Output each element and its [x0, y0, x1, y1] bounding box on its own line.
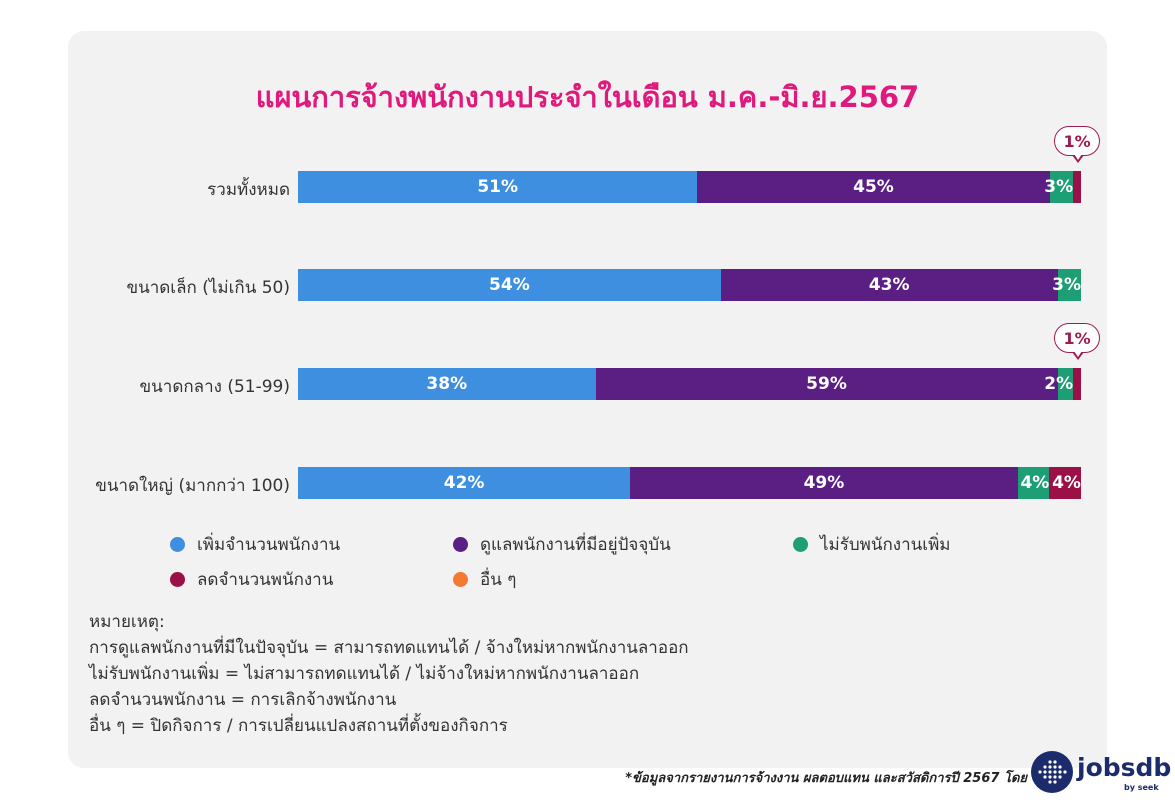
bar-segment: 4%	[1049, 467, 1081, 499]
category-label: ขนาดกลาง (51-99)	[139, 377, 290, 397]
bar-row: 54% 43% 3%	[298, 269, 1081, 301]
legend-label: ไม่รับพนักงานเพิ่ม	[820, 535, 951, 555]
bar-value-label: 45%	[853, 177, 894, 197]
legend-item: ดูแลพนักงานที่มีอยู่ปัจจุบัน	[453, 531, 671, 558]
notes-heading: หมายเหตุ:	[89, 612, 165, 632]
callout-label: 1%	[1054, 323, 1101, 360]
legend-swatch	[793, 537, 808, 552]
notes-line: ไม่รับพนักงานเพิ่ม = ไม่สามารถทดแทนได้ /…	[89, 664, 640, 684]
notes-line: ลดจำนวนพนักงาน = การเลิกจ้างพนักงาน	[89, 690, 397, 710]
legend-swatch	[170, 537, 185, 552]
bar-segment: 49%	[630, 467, 1018, 499]
bar-value-label: 51%	[477, 177, 519, 197]
bar-value-label: 4%	[1020, 473, 1050, 493]
legend-item: เพิ่มจำนวนพนักงาน	[170, 531, 340, 558]
bar-segment: 3%	[1044, 171, 1074, 203]
bar-value-label: 2%	[1044, 374, 1074, 394]
bar-value-label: 3%	[1052, 275, 1081, 295]
brand-name: jobsdb	[1077, 753, 1172, 782]
chart-title: แผนการจ้างพนักงานประจำในเดือน ม.ค.-มิ.ย.…	[255, 80, 920, 114]
bar-segment: 54%	[298, 269, 721, 301]
bar-value-label: 59%	[806, 374, 847, 394]
jobsdb-logo-icon	[1031, 751, 1073, 793]
legend-swatch	[453, 572, 468, 587]
source-note: *ข้อมูลจากรายงานการจ้างงาน ผลตอบแทน และส…	[625, 771, 1027, 786]
bar-segment: 59%	[595, 368, 1058, 400]
bar-segment	[1073, 171, 1081, 203]
legend-label: ดูแลพนักงานที่มีอยู่ปัจจุบัน	[480, 535, 671, 555]
legend-label: เพิ่มจำนวนพนักงาน	[197, 535, 341, 555]
legend-swatch	[453, 537, 468, 552]
legend-swatch	[170, 572, 185, 587]
bar-value-label: 38%	[426, 374, 468, 394]
legend-item: อื่น ๆ	[453, 566, 516, 593]
brand-sub: by seek	[1124, 783, 1159, 792]
bar-segment: 42%	[298, 467, 631, 499]
bar-value-label: 49%	[803, 473, 845, 493]
bar-segment: 51%	[298, 171, 698, 203]
bar-segment: 45%	[697, 171, 1050, 203]
notes-line: อื่น ๆ = ปิดกิจการ / การเปลี่ยนแปลงสถานท…	[89, 716, 508, 736]
bar-segment: 38%	[298, 368, 596, 400]
bar-row: 42% 49% 4% 4%	[298, 467, 1081, 499]
callout-label: 1%	[1054, 126, 1101, 163]
notes-line: การดูแลพนักงานที่มีในปัจจุบัน = สามารถทด…	[89, 638, 689, 658]
notes: หมายเหตุ: การดูแลพนักงานที่มีในปัจจุบัน …	[89, 609, 689, 739]
bar-row: 38% 59% 2%	[298, 368, 1081, 400]
category-label: ขนาดเล็ก (ไม่เกิน 50)	[126, 278, 290, 298]
bar-segment: 4%	[1017, 467, 1050, 499]
bar-segment: 3%	[1052, 269, 1081, 301]
bar-value-label: 43%	[868, 275, 910, 295]
legend-item: ลดจำนวนพนักงาน	[170, 566, 333, 593]
legend-label: อื่น ๆ	[480, 570, 517, 590]
bar-segment	[1073, 368, 1081, 400]
legend-label: ลดจำนวนพนักงาน	[197, 570, 334, 590]
bar-value-label: 3%	[1044, 177, 1074, 197]
bar-value-label: 42%	[443, 473, 485, 493]
bar-segment: 2%	[1044, 368, 1074, 400]
category-label: ขนาดใหญ่ (มากกว่า 100)	[95, 476, 290, 496]
bar-segment: 43%	[720, 269, 1058, 301]
bar-value-label: 4%	[1052, 473, 1081, 493]
category-label: รวมทั้งหมด	[207, 180, 290, 200]
legend-item: ไม่รับพนักงานเพิ่ม	[793, 531, 951, 558]
bar-row: 51% 45% 3%	[298, 171, 1081, 203]
bar-value-label: 54%	[489, 275, 530, 295]
